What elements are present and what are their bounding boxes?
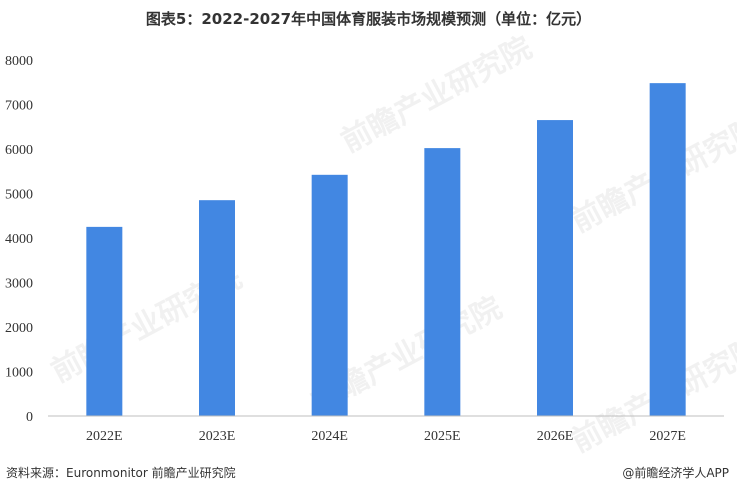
y-tick-label: 4000 [5,232,33,247]
bars [86,83,686,417]
bar-2022E [86,226,123,416]
y-tick-label: 0 [26,410,33,425]
x-tick-label: 2027E [649,429,686,444]
x-tick-label: 2022E [86,429,123,444]
brand-credit: @前瞻经济学人APP [622,466,729,480]
chart-title: 图表5：2022-2027年中国体育服装市场规模预测（单位：亿元） [145,10,592,28]
x-tick-label: 2023E [199,429,236,444]
bar-2026E [537,120,573,416]
x-axis-ticks: 2022E 2023E 2024E 2025E 2026E 2027E [86,429,686,444]
y-axis-ticks: 0 1000 2000 3000 4000 5000 6000 7000 8000 [5,54,33,425]
y-tick-label: 3000 [5,277,33,292]
source-note: 资料来源：Euronmonitor 前瞻产业研究院 [6,466,236,480]
bar-2025E [424,148,461,417]
y-tick-label: 8000 [5,54,33,69]
x-tick-label: 2024E [311,429,348,444]
bar-2023E [199,200,235,416]
y-tick-label: 5000 [5,188,33,203]
y-tick-label: 1000 [5,366,33,381]
bar-2027E [649,83,686,416]
x-tick-label: 2025E [424,429,461,444]
y-tick-label: 7000 [5,99,33,114]
x-tick-label: 2026E [537,429,574,444]
y-tick-label: 2000 [5,321,33,336]
bar-2024E [311,174,348,416]
y-tick-label: 6000 [5,143,33,158]
